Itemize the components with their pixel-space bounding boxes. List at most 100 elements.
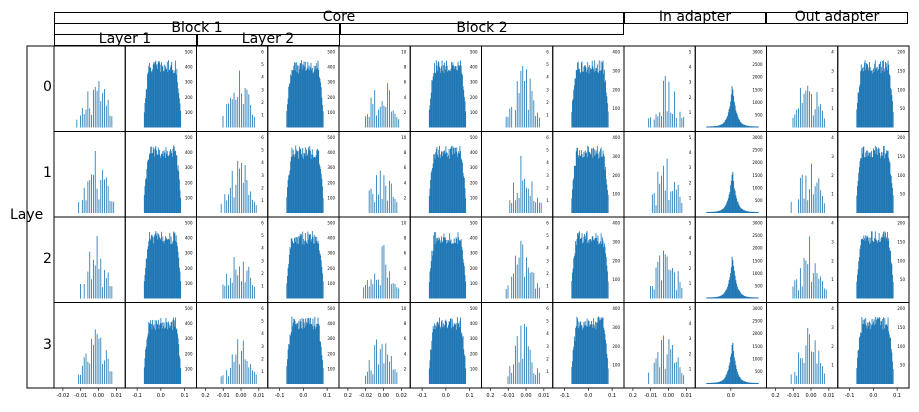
histogram-bar: [295, 149, 297, 213]
histogram-bar: [882, 152, 884, 213]
histogram-bar: [578, 68, 580, 128]
histogram-bar: [714, 297, 716, 299]
histogram-bar: [168, 239, 170, 299]
histogram-bar: [857, 186, 858, 213]
histogram-bar: [445, 66, 447, 128]
y-tick-label: 6: [404, 165, 407, 170]
histogram-bar: [148, 66, 150, 128]
histogram-bar: [318, 70, 320, 128]
histogram-bar: [316, 236, 318, 299]
histogram-bar: [445, 239, 447, 299]
histogram-bar: [883, 328, 885, 384]
histogram-bar: [253, 286, 255, 299]
histogram-bar: [880, 320, 882, 384]
y-tick-label: 150: [897, 239, 905, 244]
histogram-bar: [867, 322, 869, 384]
histogram-bar: [87, 271, 89, 299]
histogram-bar: [607, 271, 608, 299]
histogram-bar: [239, 266, 241, 299]
histogram-bar: [861, 70, 863, 128]
x-tick-label: -0.1: [417, 393, 427, 399]
y-tick-label: 2: [261, 185, 264, 190]
histogram-bar: [159, 237, 161, 299]
histogram-bar: [596, 322, 598, 384]
histogram-bar: [292, 70, 293, 128]
histogram-bar: [383, 363, 385, 384]
histogram-bar: [150, 71, 152, 128]
histogram-bar: [862, 153, 863, 213]
histogram-bar: [387, 83, 389, 128]
histogram-bar: [580, 62, 582, 128]
y-tick-label: 10: [401, 135, 407, 140]
histogram-bar: [739, 120, 741, 128]
histogram-bar: [596, 237, 598, 299]
histogram-bar: [303, 244, 305, 299]
y-tick-label: 4: [404, 351, 407, 356]
histogram-bar: [308, 147, 309, 213]
histogram-bar: [719, 210, 721, 213]
histogram-bar: [799, 268, 801, 299]
histogram-bar: [394, 113, 396, 128]
histogram-bar: [146, 169, 148, 213]
histogram-bar: [885, 67, 887, 128]
histogram-bar: [728, 194, 730, 213]
histogram-bar: [175, 74, 177, 128]
histogram-bar: [451, 243, 453, 299]
histogram-bar: [890, 174, 892, 213]
histogram-bar: [455, 65, 457, 128]
histogram-bar: [716, 211, 718, 213]
histogram-bar: [433, 154, 435, 213]
histogram-bar: [113, 201, 115, 213]
histogram-bar: [674, 362, 675, 384]
histogram-bar: [220, 376, 222, 384]
histogram-bar: [605, 257, 607, 299]
histogram-bar: [865, 317, 867, 384]
histogram-bar: [710, 297, 712, 299]
histogram-bar: [448, 149, 450, 213]
histogram-bar: [879, 241, 881, 299]
histogram-bar: [246, 89, 248, 128]
histogram-bar: [439, 68, 441, 128]
histogram-bar: [516, 81, 518, 128]
histogram-bar: [588, 73, 590, 128]
histogram-bar: [150, 235, 152, 299]
histogram-bar: [385, 264, 387, 299]
histogram-bar: [169, 327, 171, 384]
x-tick-label: 0.0: [299, 393, 307, 399]
histogram-bar: [98, 269, 100, 299]
histogram-bar: [857, 269, 859, 299]
histogram-bar: [735, 280, 737, 299]
histogram-bar: [299, 63, 301, 128]
histogram-bar: [872, 321, 874, 384]
histogram-bar: [867, 326, 869, 384]
histogram-bar: [711, 297, 713, 299]
histogram-bar: [748, 211, 750, 213]
histogram-bar: [720, 124, 722, 128]
histogram-bar: [513, 364, 514, 384]
y-tick-label: 6: [261, 221, 264, 226]
histogram-bar: [711, 211, 713, 213]
histogram-bar: [744, 210, 746, 213]
histogram-bar: [299, 69, 300, 128]
histogram-bar: [596, 68, 598, 128]
histogram-bar: [314, 70, 316, 128]
y-tick-label: 4: [261, 75, 264, 80]
histogram-bar: [446, 65, 448, 128]
histogram-bar: [318, 150, 320, 213]
histogram-bar: [173, 146, 175, 213]
histogram-bar: [740, 293, 742, 299]
histogram-bar: [317, 60, 319, 128]
histogram-bar: [294, 238, 295, 299]
histogram-bar: [159, 72, 161, 128]
histogram-bar: [868, 152, 870, 213]
histogram-bar: [749, 211, 751, 213]
y-tick-label: 5: [546, 62, 549, 67]
histogram-bar: [169, 232, 171, 299]
histogram-bar: [291, 238, 293, 299]
histogram-bar: [891, 94, 893, 128]
histogram-bar: [882, 70, 884, 128]
histogram-bar: [675, 117, 677, 128]
